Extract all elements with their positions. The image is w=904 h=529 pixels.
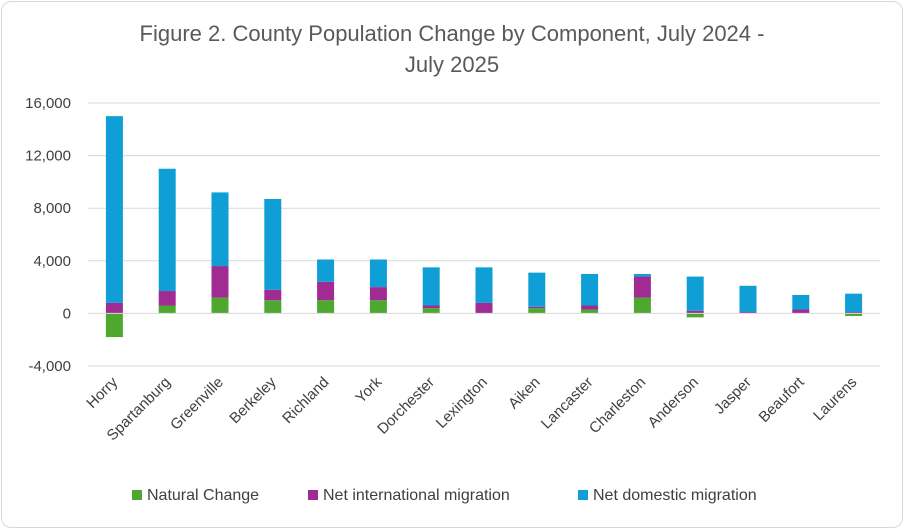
bar-segment — [105, 302, 123, 314]
bar-segment — [211, 297, 229, 314]
x-category-label: Berkeley — [226, 373, 280, 427]
bar-segment — [633, 297, 651, 314]
y-tick-label: 12,000 — [25, 148, 71, 165]
bar-segment — [369, 287, 387, 301]
bar-segment — [792, 294, 810, 310]
y-tick-label: 8,000 — [33, 200, 71, 217]
y-tick-label: 0 — [63, 305, 71, 322]
bar-segment — [845, 312, 863, 314]
x-category-label: Lexington — [433, 374, 491, 432]
legend-swatch — [132, 490, 142, 500]
legend-label: Natural Change — [147, 487, 259, 504]
y-tick-label: -4,000 — [28, 358, 71, 375]
bar-segment — [264, 300, 282, 314]
x-category-label: Jasper — [711, 374, 755, 418]
bar-segment — [528, 272, 546, 307]
bar-segment — [845, 293, 863, 313]
bar-segment — [581, 305, 599, 310]
bar-segment — [528, 308, 546, 314]
y-axis-tick-labels: -4,000 0 4,000 8,000 12,000 16,000 — [25, 95, 71, 375]
bar-segment — [422, 308, 440, 314]
bar-segment — [158, 168, 176, 292]
gridlines — [88, 102, 880, 367]
bar-segment — [158, 305, 176, 314]
bar-segment — [317, 259, 335, 282]
bar-segment — [317, 281, 335, 301]
chart-title-line-2: July 2025 — [404, 52, 500, 77]
bar-segment — [105, 313, 123, 338]
legend-entry: Net domestic migration — [578, 487, 757, 504]
legend-label: Net international migration — [323, 487, 510, 504]
bar-segment — [158, 291, 176, 306]
bar-segment — [264, 198, 282, 290]
x-category-label: Laurens — [810, 374, 860, 424]
x-category-label: Horry — [83, 373, 121, 411]
bar-segment — [475, 267, 493, 303]
bar-segment — [369, 300, 387, 314]
legend: Natural Change Net international migratio… — [132, 487, 757, 504]
legend-swatch — [578, 490, 588, 500]
legend-label: Net domestic migration — [593, 487, 757, 504]
bar-segment — [264, 289, 282, 301]
bar-segment — [422, 267, 440, 306]
bar-segment — [686, 310, 704, 314]
x-category-label: Charleston — [586, 374, 649, 437]
y-tick-label: 16,000 — [25, 95, 71, 112]
legend-entry: Net international migration — [308, 487, 510, 504]
legend-swatch — [308, 490, 318, 500]
bar-segment — [317, 300, 335, 314]
x-category-label: Richland — [279, 374, 332, 427]
bar-segment — [422, 305, 440, 309]
chart-title: Figure 2. County Population Change by Co… — [0, 18, 904, 80]
bar-segment — [475, 302, 493, 314]
bar-segment — [528, 306, 546, 309]
x-category-label: Aiken — [505, 374, 544, 413]
bar-segment — [581, 273, 599, 306]
bar-segment — [739, 285, 757, 313]
x-category-label: Beaufort — [756, 373, 809, 426]
y-tick-label: 4,000 — [33, 253, 71, 270]
x-category-label: Dorchester — [374, 374, 438, 438]
legend-entry: Natural Change — [132, 487, 259, 504]
bar-segment — [792, 309, 810, 314]
x-category-label: Greenville — [167, 374, 227, 434]
bar-segment — [369, 259, 387, 288]
bar-segment — [211, 266, 229, 298]
bar-segment — [686, 313, 704, 318]
bar-segment — [211, 192, 229, 267]
x-category-label: York — [352, 373, 385, 406]
bar-segment — [845, 313, 863, 317]
chart-title-line-1: Figure 2. County Population Change by Co… — [139, 21, 765, 46]
bar-segment — [739, 312, 757, 314]
bars — [105, 116, 863, 338]
bar-segment — [105, 116, 123, 303]
bar-segment — [686, 276, 704, 311]
bar-segment — [633, 273, 651, 277]
bar-segment — [633, 276, 651, 298]
x-category-label: Anderson — [645, 374, 702, 431]
bar-segment — [581, 309, 599, 314]
